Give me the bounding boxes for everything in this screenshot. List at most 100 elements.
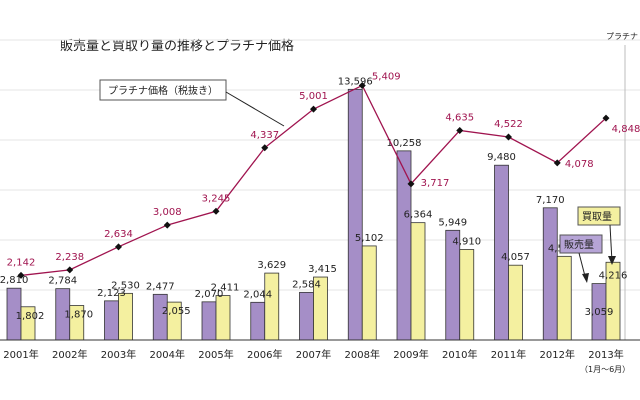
price-point (115, 243, 122, 251)
price-label: 3,717 (421, 178, 450, 189)
bar-sales (542, 207, 558, 341)
buy-legend: 買取量 (577, 206, 621, 265)
bar-label-sales: 2,123 (97, 288, 126, 299)
price-label: 5,001 (299, 91, 328, 102)
bar-sales (201, 301, 217, 341)
bar-label-sales: 7,170 (536, 195, 565, 206)
price-label: 4,635 (445, 112, 474, 123)
bar-buy (410, 222, 426, 341)
price-point (456, 126, 464, 134)
x-tick-label: 2010年 (442, 348, 477, 361)
bar-label-sales: 5,949 (438, 217, 467, 228)
price-point (310, 105, 317, 113)
bar-label-buy: 3,415 (308, 264, 337, 275)
x-ticks: 2001年 2002年 2003年 2004年 2005年 2006年 2007年 2008年… (3, 348, 623, 361)
price-point (358, 81, 366, 89)
price-point (602, 114, 610, 122)
price-point (261, 144, 269, 152)
price-point (17, 271, 25, 279)
price-label: 3,008 (153, 207, 182, 218)
price-point (407, 180, 415, 188)
bar-buy (556, 255, 572, 341)
bar-buy (118, 292, 133, 341)
buy-legend-label: 買取量 (582, 211, 612, 223)
bar-sales (299, 291, 314, 341)
price-legend-box (99, 79, 227, 101)
buy-legend-arrow (609, 224, 613, 263)
right-axis-label: プラチナ (606, 32, 638, 41)
price-label: 4,848 (612, 124, 640, 135)
bar-label-buy: 3,629 (257, 260, 286, 271)
bar-label-sales: 9,480 (487, 152, 516, 163)
price-point (163, 221, 171, 229)
sales-legend-label: 販売量 (564, 238, 594, 251)
bar-label-sales: 13,596 (338, 76, 373, 87)
x-note: （1月〜6月） (580, 365, 630, 374)
price-label: 2,238 (55, 252, 84, 263)
bar-label-buy: 2,411 (211, 283, 240, 294)
sales-legend-arrowhead (582, 273, 589, 283)
price-labels: 2,142 2,238 2,634 3,008 3,245 4,337 5,001 5,409… (7, 71, 640, 268)
bar-label-buy: 1,870 (64, 310, 93, 321)
price-line (17, 81, 610, 279)
x-tick-label: 2013年 (588, 348, 623, 361)
bar-label-sales: 2,044 (243, 289, 272, 300)
bars (6, 88, 621, 341)
bar-sales (152, 293, 168, 341)
price-point (553, 159, 561, 167)
price-label: 2,634 (104, 229, 133, 240)
bar-label-buy: 2,530 (111, 280, 140, 291)
price-point (212, 207, 220, 215)
price-label: 2,142 (7, 257, 36, 268)
x-tick-label: 2006年 (247, 348, 282, 361)
bar-buy (264, 272, 280, 341)
bar-label-buy: 6,364 (404, 210, 433, 221)
x-tick-label: 2008年 (345, 348, 380, 361)
price-label: 4,078 (565, 159, 594, 170)
x-tick-label: 2002年 (52, 348, 87, 361)
chart-title: 販売量と買取り量の推移とプラチナ価格 (60, 38, 294, 54)
x-tick-label: 2005年 (198, 348, 233, 361)
buy-legend-box (577, 206, 621, 226)
bar-label-sales: 10,258 (387, 138, 422, 149)
bar-label-sales: 2,784 (48, 276, 77, 287)
x-tick-label: 2001年 (3, 348, 38, 361)
bar-label-sales: 2,810 (0, 275, 28, 286)
bar-sales (347, 88, 363, 341)
price-point (66, 266, 74, 274)
bar-label-sales: 2,584 (292, 279, 321, 290)
x-tick-label: 2004年 (150, 348, 185, 361)
price-legend-leader (225, 91, 285, 127)
x-tick-label: 2012年 (540, 348, 575, 361)
price-label: 4,337 (250, 130, 279, 141)
bar-buy (508, 264, 523, 341)
bar-label-buy: 1,802 (16, 311, 45, 322)
price-legend: プラチナ価格（税抜き） (99, 79, 285, 127)
price-label: 4,522 (494, 119, 523, 130)
price-legend-label: プラチナ価格（税抜き） (108, 84, 218, 97)
bar-sales (104, 300, 119, 341)
price-label: 3,245 (202, 193, 231, 204)
bar-label-buy: 2,055 (162, 306, 191, 317)
bar-buy (459, 249, 475, 341)
sales-legend-box (559, 234, 603, 254)
bar-label-sales: 2,070 (195, 289, 224, 300)
bar-label-buy: 4,910 (452, 236, 481, 247)
price-label: 5,409 (372, 71, 401, 82)
x-tick-label: 2007年 (296, 348, 331, 361)
bar-label-buy: 4,216 (599, 270, 628, 281)
bar-label-sales: 3,059 (585, 307, 614, 318)
x-tick-label: 2003年 (101, 348, 136, 361)
bar-buy (215, 295, 231, 341)
bar-label-sales: 2,477 (146, 281, 175, 292)
price-polyline (20, 84, 607, 277)
bar-label-buy: 5,102 (355, 233, 384, 244)
buy-legend-arrowhead (608, 256, 616, 265)
bar-label-buy: 4,057 (501, 252, 530, 263)
x-tick-label: 2011年 (491, 348, 526, 361)
price-point (505, 133, 512, 141)
x-tick-label: 2009年 (393, 348, 428, 361)
bar-sales (250, 301, 266, 341)
